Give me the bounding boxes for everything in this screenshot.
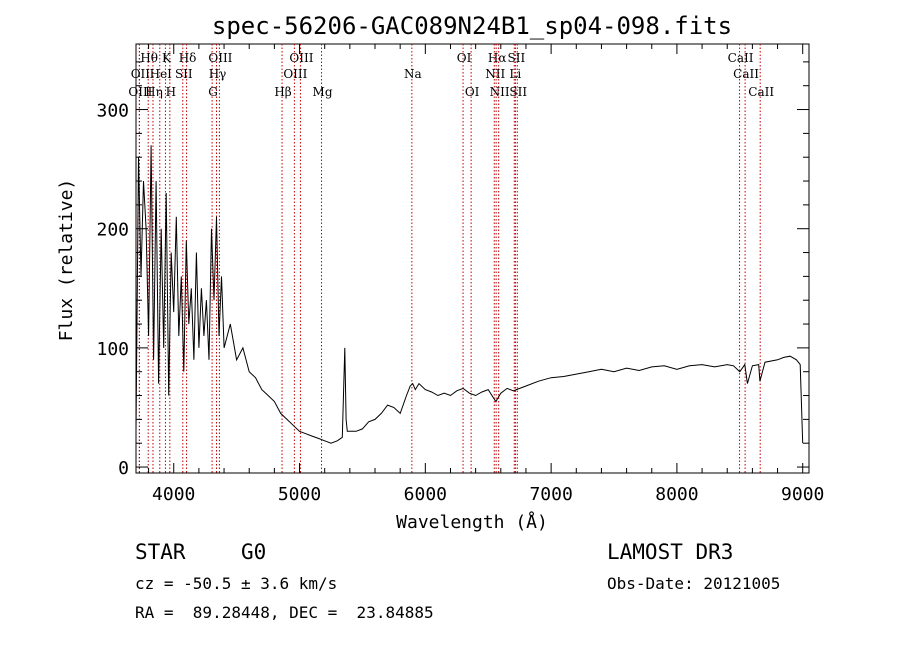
emission-line-label-13: OIII — [283, 67, 307, 81]
y-tick-label-1: 100 — [96, 339, 129, 360]
x-tick-label-4: 8000 — [655, 484, 698, 505]
spectrum-series-line-0 — [135, 145, 804, 444]
emission-line-label-24: SII — [509, 85, 527, 99]
emission-line-markers — [138, 44, 761, 473]
emission-line-label-18: OI — [465, 85, 480, 99]
emission-line-label-14: Hβ — [274, 85, 291, 99]
x-tick-label-3: 7000 — [529, 484, 572, 505]
object-subclass: G0 — [241, 540, 267, 564]
emission-line-label-8: H — [166, 85, 176, 99]
emission-line-label-4: HeI — [150, 67, 173, 81]
y-tick-label-2: 200 — [96, 220, 129, 241]
emission-line-label-6: Hδ — [179, 51, 197, 65]
emission-line-label-17: OI — [457, 51, 472, 65]
y-axis-label: Flux (relative) — [56, 179, 77, 342]
emission-line-label-7: SII — [175, 67, 193, 81]
emission-line-label-12: OIII — [289, 51, 313, 65]
object-class: STAR — [135, 540, 186, 564]
x-axis: 4000 5000 6000 7000 8000 9000 — [148, 44, 824, 505]
emission-line-label-16: Na — [404, 67, 422, 81]
observation-date: Obs-Date: 20121005 — [607, 574, 781, 593]
y-tick-label-0: 0 — [118, 458, 129, 479]
x-tick-label-5: 9000 — [781, 484, 824, 505]
emission-line-label-10: Hγ — [209, 67, 227, 81]
emission-line-label-3: K — [162, 51, 172, 65]
emission-line-label-1: OII — [131, 67, 151, 81]
emission-line-label-15: Mg — [313, 85, 333, 99]
emission-line-label-0: Hθ — [140, 51, 158, 65]
x-tick-label-0: 4000 — [152, 484, 195, 505]
x-tick-label-2: 6000 — [404, 484, 447, 505]
x-axis-label: Wavelength (Å) — [396, 511, 548, 533]
emission-line-label-23: NII — [490, 85, 510, 99]
emission-line-labels: Hθ OII OIII K HeI Hη Hδ SII H OIII Hγ G OIII OIII Hβ Mg… — [128, 51, 774, 99]
redshift-info: cz = -50.5 ± 3.6 km/s — [135, 574, 338, 593]
y-tick-label-3: 300 — [96, 101, 129, 122]
emission-line-label-22: Li — [509, 67, 521, 81]
emission-line-label-5: Hη — [145, 85, 163, 99]
emission-line-label-20: SII — [508, 51, 526, 65]
emission-line-label-25: CaII — [728, 51, 754, 65]
series-group — [135, 145, 804, 444]
survey-name: LAMOST DR3 — [607, 540, 734, 564]
coordinates: RA = 89.28448, DEC = 23.84885 — [135, 603, 434, 622]
emission-line-label-11: G — [208, 85, 218, 99]
emission-line-label-21: NII — [485, 67, 505, 81]
plot-frame — [135, 43, 810, 474]
chart-title: spec-56206-GAC089N24B1_sp04-098.fits — [212, 12, 732, 40]
emission-line-label-27: CaII — [748, 85, 774, 99]
x-tick-label-1: 5000 — [278, 484, 321, 505]
y-axis: 0 100 200 300 — [96, 61, 809, 479]
emission-line-label-26: CaII — [733, 67, 759, 81]
emission-line-label-9: OIII — [208, 51, 232, 65]
emission-line-label-19: Hα — [488, 51, 507, 65]
emission-line-label-2: OIII — [128, 85, 152, 99]
